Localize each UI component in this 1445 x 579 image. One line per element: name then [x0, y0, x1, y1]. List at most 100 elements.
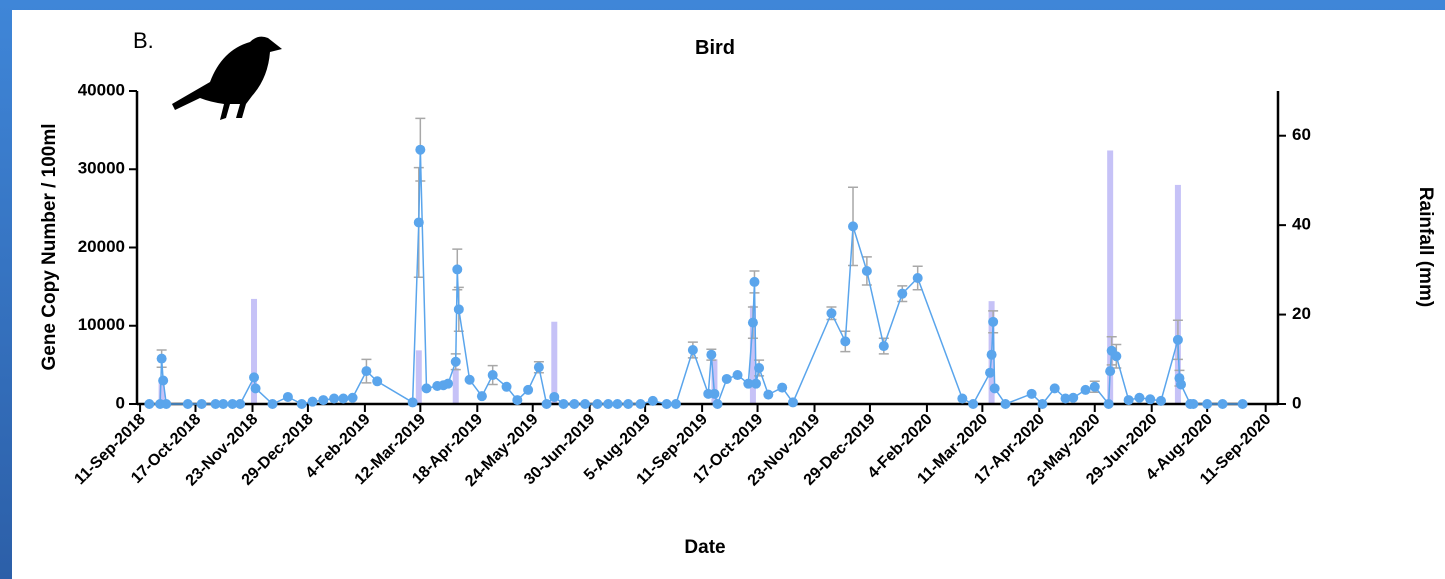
data-point — [647, 395, 658, 406]
data-point — [777, 382, 788, 393]
data-point — [415, 144, 426, 155]
data-point — [549, 391, 560, 402]
data-point — [1080, 384, 1091, 395]
data-point — [329, 393, 340, 404]
data-point — [968, 399, 979, 409]
data-point — [218, 399, 229, 409]
data-point — [487, 370, 498, 381]
data-point — [1155, 395, 1166, 406]
data-point — [848, 221, 859, 232]
data-point — [443, 378, 454, 389]
data-point — [413, 217, 424, 228]
data-point — [763, 389, 774, 400]
rainfall-bar — [1174, 184, 1181, 404]
y-tick-label: 0 — [116, 393, 125, 412]
data-point — [957, 393, 968, 404]
data-point — [210, 399, 221, 409]
data-point — [592, 399, 603, 409]
data-point — [476, 391, 487, 402]
data-point — [988, 316, 999, 327]
data-point — [878, 341, 889, 352]
x-axis-label: Date — [684, 537, 725, 558]
data-point — [1217, 399, 1228, 409]
data-point — [661, 399, 672, 409]
data-point — [706, 349, 717, 360]
y2-tick-label: 40 — [1292, 215, 1311, 234]
data-point — [749, 276, 760, 287]
data-point — [580, 399, 591, 409]
data-point — [1202, 399, 1213, 409]
rainfall-bar — [158, 381, 165, 404]
data-point — [407, 397, 418, 408]
data-point — [712, 399, 723, 409]
data-point — [453, 304, 464, 315]
y2-axis-label: Rainfall (mm) — [1415, 187, 1436, 307]
data-point — [558, 399, 569, 409]
data-point — [985, 367, 996, 378]
data-point — [1068, 392, 1079, 403]
data-point — [235, 399, 246, 409]
data-point — [670, 399, 681, 409]
data-point — [603, 399, 614, 409]
rainfall-bar — [749, 305, 756, 404]
data-point — [533, 362, 544, 373]
data-point — [1060, 393, 1071, 404]
data-point — [512, 395, 523, 406]
data-point — [1037, 399, 1048, 409]
data-point — [347, 392, 358, 403]
data-point — [732, 370, 743, 381]
data-point — [623, 399, 634, 409]
data-point — [196, 399, 207, 409]
rainfall-bar — [1107, 150, 1114, 404]
data-point — [250, 383, 261, 394]
data-point — [307, 396, 318, 407]
data-point — [751, 378, 762, 389]
panel-label: B. — [133, 28, 154, 53]
data-point — [267, 399, 278, 409]
data-point — [464, 374, 475, 385]
data-point — [227, 399, 238, 409]
data-point — [747, 317, 758, 328]
data-point — [861, 265, 872, 276]
data-point — [156, 353, 167, 364]
data-point — [986, 349, 997, 360]
data-point — [1172, 334, 1183, 345]
y2-tick-label: 20 — [1292, 304, 1311, 323]
data-point — [182, 399, 193, 409]
y-tick-label: 40000 — [78, 80, 125, 99]
rainfall-bar — [452, 368, 459, 404]
data-point — [1049, 383, 1060, 394]
data-point — [372, 376, 383, 387]
data-point — [158, 375, 169, 386]
data-point — [1145, 394, 1156, 405]
data-point — [840, 336, 851, 347]
data-point — [161, 399, 172, 409]
data-point — [318, 395, 329, 406]
rainfall-bar — [251, 298, 258, 404]
data-point — [1103, 399, 1114, 409]
data-point — [501, 381, 512, 392]
chart-title: Bird — [695, 37, 735, 59]
data-point — [687, 345, 698, 356]
data-point — [144, 399, 155, 409]
y-tick-label: 30000 — [78, 159, 125, 178]
data-point — [612, 399, 623, 409]
data-point — [452, 264, 463, 275]
y2-tick-label: 0 — [1292, 393, 1301, 412]
data-point — [541, 399, 552, 409]
data-point — [1134, 392, 1145, 403]
panel-background — [12, 10, 1445, 579]
data-point — [1105, 366, 1116, 377]
data-point — [743, 378, 754, 389]
data-point — [1089, 381, 1100, 392]
data-point — [1237, 399, 1248, 409]
rainfall-bar — [415, 350, 422, 404]
y-tick-label: 20000 — [78, 237, 125, 256]
data-point — [1000, 399, 1011, 409]
data-point — [450, 356, 461, 367]
data-point — [1188, 399, 1199, 409]
data-point — [897, 288, 908, 299]
y2-tick-label: 60 — [1292, 125, 1311, 144]
